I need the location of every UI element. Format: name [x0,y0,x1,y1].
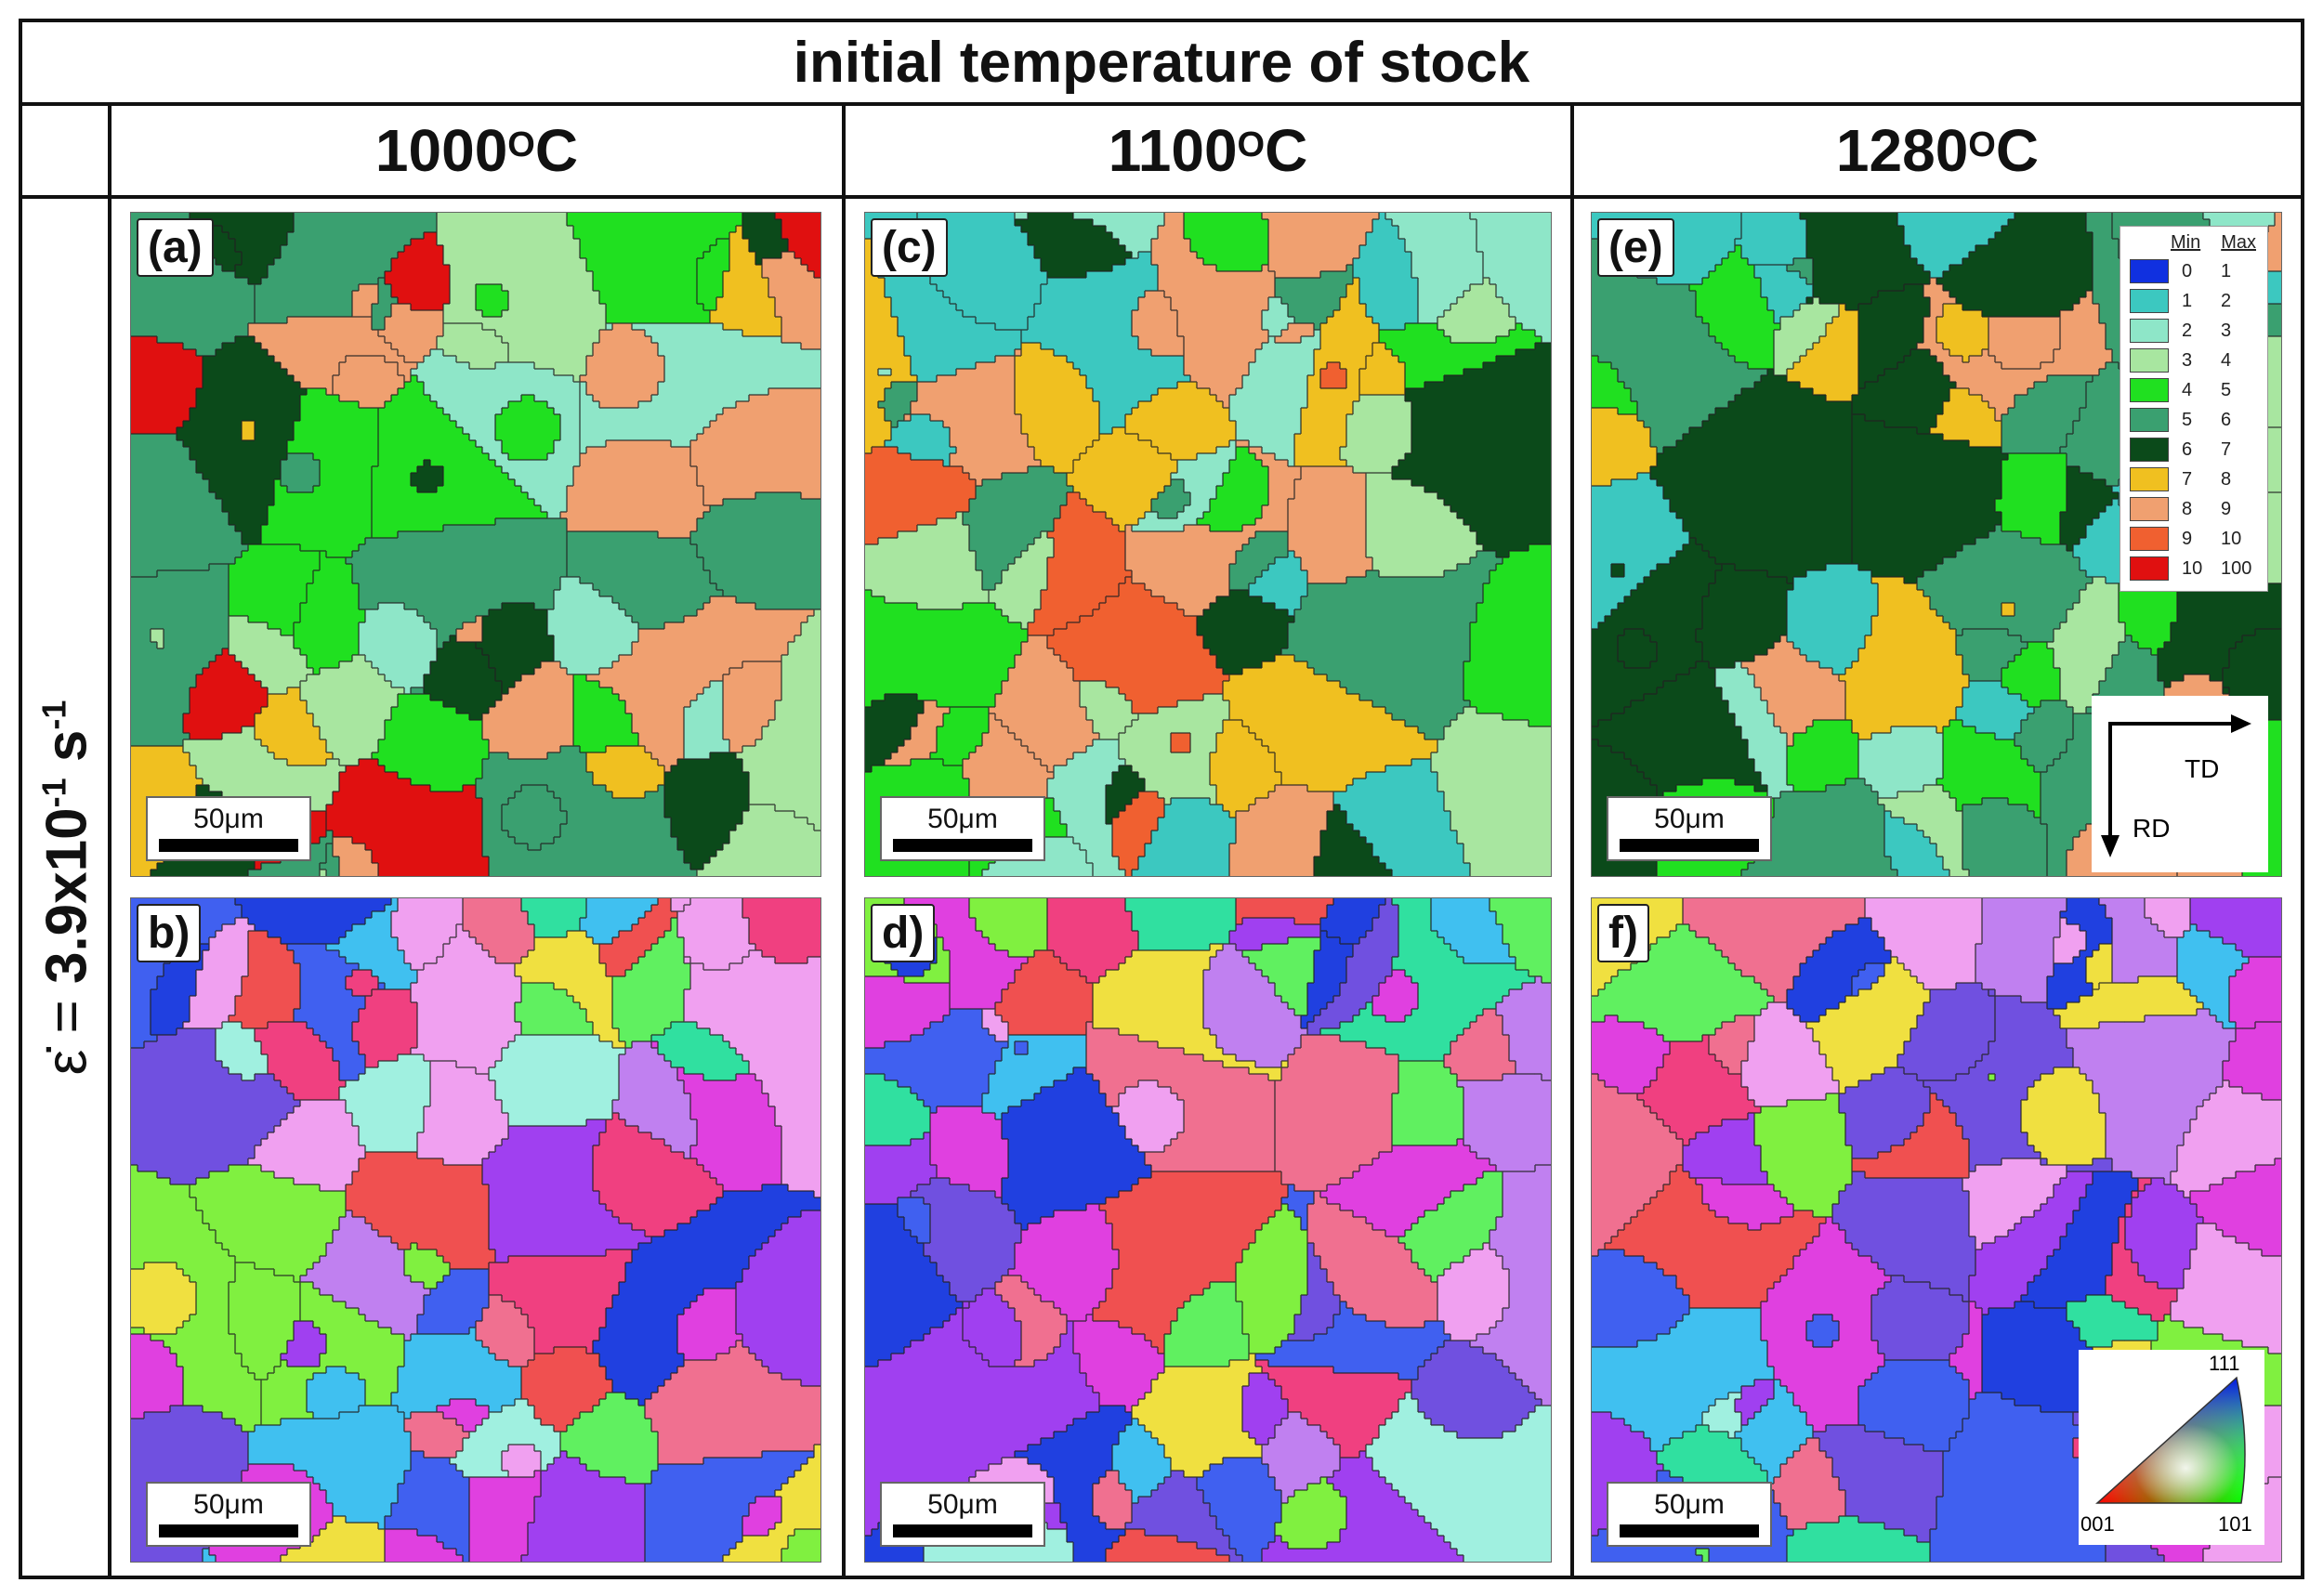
grain-map-a [131,213,820,876]
legend-swatch [2130,259,2169,283]
legend-min-header: Min [2170,232,2201,253]
scale-bar-f: 50μm [1607,1482,1772,1547]
legend-min: 4 [2182,379,2193,400]
panel-label-d: d) [871,904,936,962]
scale-bar-e: 50μm [1607,796,1772,861]
legend-swatch [2130,319,2169,343]
sample-axes: TD RD [2092,696,2268,872]
title-divider [22,102,2301,106]
legend-swatch [2130,289,2169,313]
header-divider [22,195,2301,199]
scale-bar-a: 50μm [146,796,311,861]
panel-label-a: (a) [137,218,214,277]
panel-e-kam-map: (e) 50μm Min Max 0 1 1 2 2 3 3 4 4 5 5 6 6 7 7 8 8 9 9 10 10 1… [1591,212,2282,877]
panel-label-b: b) [137,904,202,962]
legend-max: 8 [2221,468,2232,490]
axis-label-td: TD [2185,754,2219,783]
legend-max: 7 [2221,438,2232,460]
panel-label-e: (e) [1597,218,1674,277]
panel-label-f: f) [1597,904,1649,962]
legend-max: 1 [2221,260,2232,281]
panel-label-c: (c) [871,218,948,277]
ipf-label-101: 101 [2218,1512,2252,1536]
figure-frame [19,19,2304,1579]
strain-rate-label: ε̇ = 3.9x10-1 s-1 [34,700,99,1075]
legend-max-header: Max [2221,232,2256,253]
legend-min: 5 [2182,409,2193,430]
column-divider-1 [842,102,846,1576]
legend-max: 6 [2221,409,2232,430]
scale-bar-c: 50μm [880,796,1045,861]
legend-min: 8 [2182,498,2193,519]
panel-c-kam-map: (c) 50μm [864,212,1552,877]
grain-map-b [131,898,820,1562]
legend-max: 9 [2221,498,2232,519]
legend-min: 0 [2182,260,2193,281]
legend-swatch [2130,527,2169,551]
legend-max: 3 [2221,320,2232,341]
scale-bar-b: 50μm [146,1482,311,1547]
row-label-divider [108,102,112,1576]
legend-min: 6 [2182,438,2193,460]
legend-swatch [2130,438,2169,462]
axis-label-rd: RD [2133,814,2170,843]
legend-swatch [2130,467,2169,491]
legend-swatch [2130,408,2169,432]
ipf-label-001: 001 [2080,1512,2115,1536]
column-header-1000C: 1000 O C [374,117,579,184]
legend-min: 9 [2182,528,2193,549]
column-header-1280C: 1280 O C [1835,117,2040,184]
legend-row: 9 10 [2130,524,2258,554]
ipf-triangle-key: 111 001 101 [2079,1350,2264,1545]
legend-max: 4 [2221,349,2232,371]
legend-min: 10 [2182,557,2203,579]
legend-swatch [2130,378,2169,402]
grain-map-d [865,898,1551,1562]
legend-max: 2 [2221,290,2232,311]
panel-a-kam-map: (a) 50μm [130,212,821,877]
column-header-1100C: 1100 O C [1108,117,1308,184]
panel-f-ipf-map: f) 50μm 111 001 1 [1591,897,2282,1563]
legend-swatch [2130,556,2169,581]
legend-max: 5 [2221,379,2232,400]
kam-legend: Min Max 0 1 1 2 2 3 3 4 4 5 5 6 6 7 7 8 8 9 9 10 10 100 [2120,226,2268,592]
scale-bar-d: 50μm [880,1482,1045,1547]
legend-swatch [2130,348,2169,373]
panel-d-ipf-map: d) 50μm [864,897,1552,1563]
column-divider-2 [1570,102,1574,1576]
legend-min: 1 [2182,290,2193,311]
figure-title: initial temperature of stock [793,30,1530,95]
legend-max: 10 [2221,528,2242,549]
legend-row: 10 100 [2130,554,2258,583]
legend-swatch [2130,497,2169,521]
panel-b-ipf-map: b) 50μm [130,897,821,1563]
legend-max: 100 [2221,557,2252,579]
ipf-label-111: 111 [2209,1352,2239,1375]
legend-min: 3 [2182,349,2193,371]
legend-min: 2 [2182,320,2193,341]
grain-map-c [865,213,1551,876]
legend-min: 7 [2182,468,2193,490]
